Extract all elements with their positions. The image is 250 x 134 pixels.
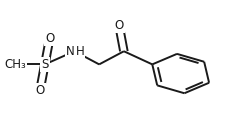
Text: H: H	[76, 45, 84, 58]
Text: O: O	[45, 32, 54, 45]
Text: CH₃: CH₃	[4, 58, 26, 71]
Text: S: S	[41, 58, 48, 71]
Text: O: O	[114, 18, 124, 31]
Text: N: N	[66, 45, 74, 58]
Text: O: O	[35, 84, 44, 97]
